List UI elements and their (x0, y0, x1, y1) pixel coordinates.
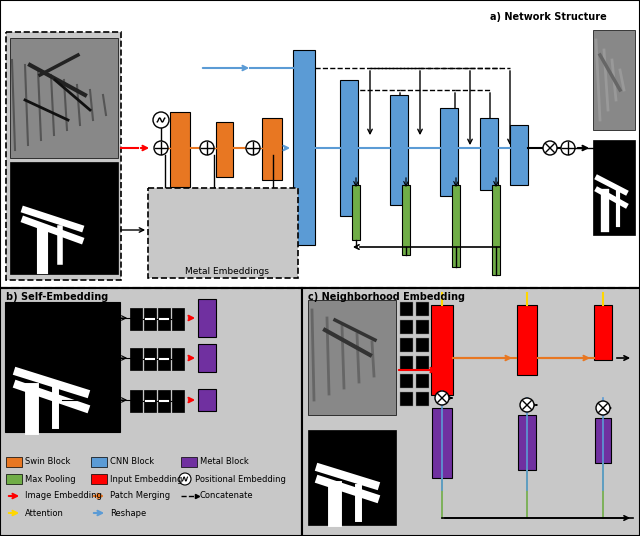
Bar (198, 344, 216, 372)
Bar (172, 390, 184, 412)
Bar (510, 125, 528, 185)
Bar (308, 300, 396, 415)
Circle shape (200, 141, 214, 155)
Bar (452, 185, 460, 267)
Bar (400, 356, 413, 370)
Circle shape (543, 141, 557, 155)
Bar (390, 95, 408, 205)
Bar (205, 204, 223, 260)
Bar (400, 392, 413, 406)
Bar (158, 390, 170, 412)
Bar (416, 392, 429, 406)
Bar (402, 185, 410, 255)
Bar (130, 308, 142, 330)
Bar (158, 348, 170, 370)
Bar (156, 196, 174, 268)
Bar (518, 415, 536, 470)
Circle shape (561, 141, 575, 155)
Bar (517, 305, 537, 375)
Circle shape (154, 141, 168, 155)
Bar (400, 338, 413, 352)
Bar (0, 0, 640, 288)
Text: Image Embedding: Image Embedding (25, 492, 102, 501)
Bar (262, 118, 282, 180)
Text: b) Self-Embedding: b) Self-Embedding (6, 292, 108, 302)
Circle shape (179, 473, 191, 485)
Bar (595, 418, 611, 463)
Bar (216, 122, 233, 177)
Circle shape (153, 112, 169, 128)
Bar (416, 338, 429, 352)
Bar (198, 299, 216, 337)
Bar (5, 302, 120, 432)
Text: a) Network Structure: a) Network Structure (490, 12, 607, 22)
Bar (6, 457, 22, 467)
Bar (172, 308, 184, 330)
Text: Input Embedding: Input Embedding (110, 474, 182, 483)
Bar (431, 305, 453, 395)
Bar (492, 185, 500, 275)
Circle shape (520, 398, 534, 412)
Bar (130, 390, 142, 412)
Bar (170, 112, 190, 187)
Bar (480, 118, 498, 190)
Bar (593, 30, 635, 130)
Bar (10, 162, 118, 274)
Bar (6, 32, 121, 280)
Circle shape (435, 391, 449, 405)
Bar (302, 288, 640, 536)
Bar (264, 208, 282, 256)
Bar (148, 188, 298, 278)
Bar (6, 474, 22, 484)
Text: c) Neighborhood Embedding: c) Neighborhood Embedding (308, 292, 465, 302)
Bar (416, 356, 429, 370)
Bar (144, 308, 156, 330)
Bar (130, 348, 142, 370)
Text: Metal Embeddings: Metal Embeddings (185, 267, 269, 276)
Circle shape (246, 141, 260, 155)
Text: Metal Block: Metal Block (200, 458, 249, 466)
Text: Patch Merging: Patch Merging (110, 492, 170, 501)
Text: Max Pooling: Max Pooling (25, 474, 76, 483)
Bar (91, 457, 107, 467)
Bar (172, 348, 184, 370)
Bar (440, 108, 458, 196)
Bar (340, 80, 358, 216)
Bar (416, 374, 429, 388)
Bar (594, 305, 612, 360)
Bar (400, 374, 413, 388)
Text: Concatenate: Concatenate (200, 492, 253, 501)
Text: Reshape: Reshape (110, 509, 147, 517)
Bar (400, 320, 413, 334)
Bar (432, 408, 452, 478)
Circle shape (596, 401, 610, 415)
Bar (91, 474, 107, 484)
Text: Positional Embedding: Positional Embedding (195, 474, 286, 483)
Bar (0, 288, 302, 536)
Bar (593, 140, 635, 235)
Bar (148, 188, 298, 278)
Text: Attention: Attention (25, 509, 64, 517)
Bar (181, 457, 197, 467)
Bar (293, 50, 315, 245)
Bar (158, 308, 170, 330)
Bar (400, 302, 413, 316)
Bar (10, 38, 118, 158)
Bar (144, 348, 156, 370)
Bar (416, 302, 429, 316)
Text: CNN Block: CNN Block (110, 458, 154, 466)
Bar (198, 389, 216, 411)
Bar (352, 185, 360, 240)
Bar (416, 320, 429, 334)
Bar (144, 390, 156, 412)
Bar (308, 430, 396, 525)
Text: Swin Block: Swin Block (25, 458, 70, 466)
